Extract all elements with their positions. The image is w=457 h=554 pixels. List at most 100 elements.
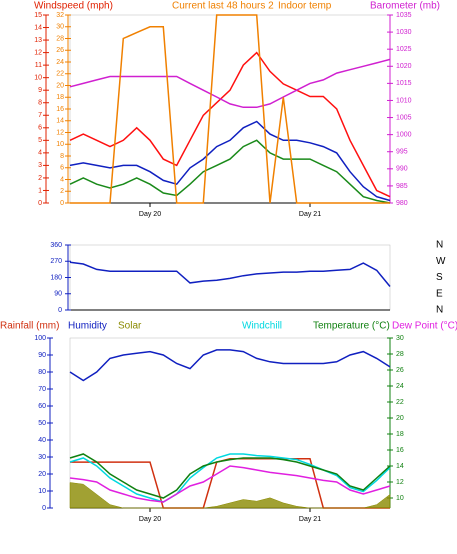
axis-tick-label: 20 [38,471,46,478]
line [69,465,391,503]
x-tick-label: Day 21 [299,516,321,523]
axis-tick-label: 1025 [396,46,412,53]
legend-label: Humidity [68,321,107,332]
axis-tick-label: 980 [396,200,408,207]
axis-tick-label: 2 [60,188,64,195]
axis-tick-label: 70 [38,386,46,393]
axis-tick-label: 24 [396,383,404,390]
axis-tick-label: 18 [56,94,64,101]
axis-tick-label: 1 [38,187,42,194]
axis-tick-label: 22 [56,71,64,78]
axis-tick-label: 16 [396,447,404,454]
axis-tick-label: 8 [60,153,64,160]
axis-tick-label: 32 [56,12,64,19]
axis-tick-label: 28 [56,35,64,42]
x-tick-label: Day 21 [299,211,321,218]
axis-tick-label: 5 [38,137,42,144]
panel-label: Indoor temp [278,1,332,12]
x-tick-label: Day 20 [139,211,161,218]
axis-tick-label: 985 [396,183,408,190]
axis-tick-label: 1005 [396,114,412,121]
axis-tick-label: 9 [38,87,42,94]
area [69,482,391,509]
line [70,14,390,204]
axis-tick-label: 180 [50,274,62,281]
axis-tick-label: 10 [56,141,64,148]
axis-tick-label: 50 [38,420,46,427]
axis-tick-label: 0 [60,200,64,207]
panel-label: Current last 48 hours 2 [172,1,274,12]
axis-tick-label: 3 [38,162,42,169]
axis-tick-label: N [436,240,443,251]
x-tick-label: Day 20 [139,516,161,523]
axis-tick-label: 0 [42,505,46,512]
axis-tick-label: 360 [50,242,62,249]
axis-tick-label: 40 [38,437,46,444]
axis-tick-label: 14 [396,463,404,470]
line [69,120,391,202]
line [69,453,391,499]
axis-tick-label: 100 [34,335,46,342]
plot-frame [69,244,391,311]
line [69,51,391,198]
axis-tick-label: 12 [396,479,404,486]
axis-tick-label: 10 [38,488,46,495]
axis-tick-label: 10 [396,495,404,502]
axis-tick-label: 16 [56,106,64,113]
line [69,453,391,503]
axis-tick-label: 1015 [396,80,412,87]
axis-tick-label: 13 [34,37,42,44]
axis-tick-label: 2 [38,175,42,182]
axis-tick-label: 20 [56,82,64,89]
axis-tick-label: 0 [58,307,62,314]
axis-tick-label: 7 [38,112,42,119]
axis-tick-label: 24 [56,59,64,66]
axis-tick-label: 6 [60,165,64,172]
legend-label: Rainfall (mm) [0,321,59,332]
axis-tick-label: 14 [56,118,64,125]
axis-tick-label: 1000 [396,131,412,138]
axis-tick-label: S [436,272,443,283]
axis-tick-label: 30 [38,454,46,461]
panel-label: Barometer (mb) [370,1,440,12]
axis-tick-label: 20 [396,415,404,422]
axis-tick-label: 1035 [396,12,412,19]
axis-tick-label: 30 [396,335,404,342]
axis-tick-label: 30 [56,24,64,31]
panel-label: Windspeed (mph) [34,1,113,12]
axis-tick-label: W [436,256,446,267]
axis-tick-label: 15 [34,12,42,19]
axis-tick-label: 1010 [396,97,412,104]
axis-tick-label: 270 [50,258,62,265]
legend-label: Dew Point (°C) [392,321,457,332]
axis-tick-label: 0 [38,200,42,207]
line [69,349,391,382]
axis-tick-label: 995 [396,149,408,156]
axis-tick-label: 10 [34,75,42,82]
axis-tick-label: 12 [34,49,42,56]
axis-tick-label: 4 [38,150,42,157]
axis-tick-label: 26 [56,47,64,54]
axis-tick-label: 80 [38,369,46,376]
axis-tick-label: 18 [396,431,404,438]
axis-tick-label: 90 [54,291,62,298]
axis-tick-label: 12 [56,129,64,136]
line [69,58,391,109]
line [69,261,391,287]
axis-tick-label: 26 [396,367,404,374]
axis-tick-label: 990 [396,166,408,173]
legend-label: Temperature (°C) [313,321,390,332]
axis-tick-label: 8 [38,100,42,107]
axis-tick-label: N [436,305,443,316]
axis-tick-label: 11 [35,62,42,69]
axis-tick-label: 28 [396,351,404,358]
axis-tick-label: 60 [38,403,46,410]
axis-tick-label: 1020 [396,63,412,70]
axis-tick-label: 4 [60,176,64,183]
axis-tick-label: E [436,288,443,299]
axis-tick-label: 90 [38,352,46,359]
axis-tick-label: 14 [34,24,42,31]
axis-tick-label: 6 [38,125,42,132]
axis-tick-label: 22 [396,399,404,406]
